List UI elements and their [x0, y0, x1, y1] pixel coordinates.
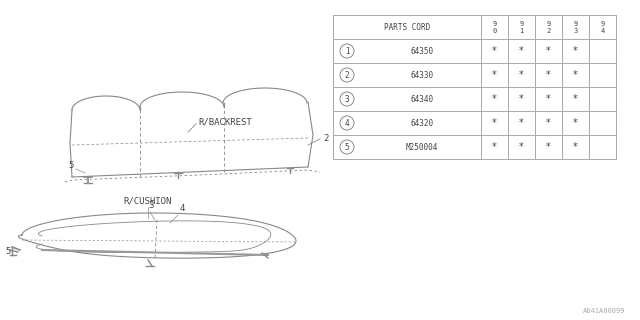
- Text: 2: 2: [345, 70, 349, 79]
- Text: 3: 3: [148, 201, 154, 210]
- Text: 4: 4: [345, 118, 349, 127]
- Text: *: *: [546, 118, 551, 128]
- Text: 5: 5: [5, 247, 10, 257]
- Text: 5: 5: [345, 142, 349, 151]
- Text: 64330: 64330: [410, 70, 433, 79]
- Text: *: *: [519, 118, 524, 128]
- Text: *: *: [492, 118, 497, 128]
- Text: 9
3: 9 3: [573, 20, 578, 34]
- Text: *: *: [573, 70, 578, 80]
- Text: 9
4: 9 4: [600, 20, 605, 34]
- Text: *: *: [492, 94, 497, 104]
- Text: *: *: [546, 142, 551, 152]
- Text: 9
0: 9 0: [492, 20, 497, 34]
- Text: R/BACKREST: R/BACKREST: [198, 117, 252, 126]
- Text: *: *: [519, 94, 524, 104]
- Text: *: *: [492, 70, 497, 80]
- Text: *: *: [546, 46, 551, 56]
- Text: *: *: [573, 142, 578, 152]
- Text: *: *: [573, 46, 578, 56]
- Text: A641A00099: A641A00099: [582, 308, 625, 314]
- Text: 64340: 64340: [410, 94, 433, 103]
- Text: 1: 1: [345, 46, 349, 55]
- Text: R/CUSHION: R/CUSHION: [124, 196, 172, 205]
- Text: 3: 3: [345, 94, 349, 103]
- Text: *: *: [573, 118, 578, 128]
- Text: M250004: M250004: [406, 142, 438, 151]
- Text: 64320: 64320: [410, 118, 433, 127]
- Text: 64350: 64350: [410, 46, 433, 55]
- Text: *: *: [573, 94, 578, 104]
- Text: *: *: [519, 142, 524, 152]
- Text: *: *: [492, 46, 497, 56]
- Text: 5: 5: [68, 161, 74, 170]
- Text: *: *: [519, 46, 524, 56]
- Text: *: *: [546, 70, 551, 80]
- Text: 9
1: 9 1: [520, 20, 524, 34]
- Text: *: *: [492, 142, 497, 152]
- Text: *: *: [519, 70, 524, 80]
- Text: 9
2: 9 2: [547, 20, 550, 34]
- Text: PARTS CORD: PARTS CORD: [384, 22, 430, 31]
- Text: 2: 2: [323, 133, 328, 142]
- Text: 4: 4: [180, 204, 186, 213]
- Text: *: *: [546, 94, 551, 104]
